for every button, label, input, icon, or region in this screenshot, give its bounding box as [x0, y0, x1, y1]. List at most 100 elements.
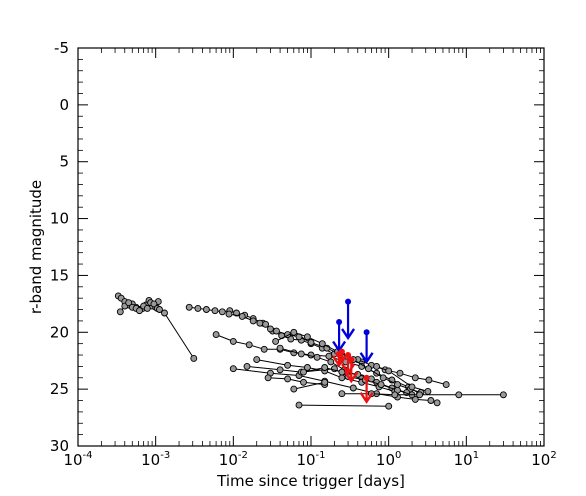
data-point: [325, 352, 333, 360]
light-curve-line: [376, 365, 429, 392]
data-point: [318, 340, 326, 348]
data-point: [253, 356, 261, 364]
upper-limit-arrow: [359, 329, 374, 365]
upper-limit-point: [363, 374, 370, 381]
upper-limit-arrow: [359, 374, 374, 404]
minor-ticks: [78, 48, 544, 446]
data-point: [321, 364, 329, 371]
data-point: [211, 307, 219, 315]
data-point: [411, 395, 419, 403]
data-point: [365, 365, 372, 373]
light-curve: [373, 362, 432, 395]
plot-background: [78, 48, 544, 446]
data-point: [276, 344, 284, 352]
data-point: [136, 307, 143, 315]
y-tick-labels: -5 0 5 10 15 20 25 30: [50, 39, 69, 455]
data-point: [411, 374, 419, 382]
data-point: [233, 309, 240, 317]
light-curve-line: [293, 381, 325, 390]
data-point: [300, 368, 307, 376]
data-point: [327, 358, 335, 366]
light-curve: [300, 364, 375, 383]
data-point: [303, 333, 311, 341]
light-curve-line: [298, 404, 389, 407]
data-point: [290, 328, 298, 336]
data-point: [194, 304, 202, 312]
data-point: [243, 362, 251, 370]
upper-limit-point: [348, 356, 355, 363]
data-point: [396, 369, 404, 377]
y-tick-label: 0: [59, 96, 69, 114]
data-point: [321, 378, 329, 386]
light-curve-line: [164, 312, 195, 359]
x-tick-label: 10-3: [141, 450, 170, 469]
data-point: [225, 310, 233, 318]
data-point: [273, 327, 280, 335]
data-point: [391, 391, 399, 399]
data-point: [266, 325, 274, 333]
y-tick-label: 30: [50, 437, 69, 455]
y-tick-label: 5: [59, 153, 69, 171]
data-point: [297, 350, 305, 358]
data-point: [284, 361, 292, 369]
series-layer: [114, 292, 507, 410]
upper-limit-head: [359, 391, 374, 404]
y-tick-label: 25: [50, 380, 69, 398]
data-point: [338, 374, 346, 382]
data-point: [425, 376, 433, 384]
x-tick-labels: 10-4 10-3 10-2 10-1 100 101 102: [63, 450, 556, 469]
x-tick-label: 10-2: [219, 450, 248, 469]
data-point: [300, 378, 307, 386]
y-tick-label: 15: [50, 266, 69, 284]
y-axis-label: r-band magnitude: [27, 180, 45, 314]
data-point: [156, 306, 163, 313]
x-axis-label: Time since trigger [days]: [216, 472, 405, 490]
data-point: [385, 367, 393, 375]
data-point: [377, 381, 385, 389]
data-point: [202, 306, 210, 313]
data-point: [229, 337, 237, 345]
data-point: [116, 308, 124, 316]
data-point: [272, 337, 280, 345]
data-point: [264, 374, 272, 382]
data-point: [442, 381, 450, 389]
upper-limit-point: [363, 329, 370, 336]
data-point: [249, 317, 257, 325]
data-point: [290, 385, 298, 393]
data-point: [408, 383, 416, 391]
upper-limit-point: [336, 319, 343, 326]
x-tick-label: 10-1: [296, 450, 325, 469]
data-point: [143, 304, 151, 312]
data-point: [349, 384, 357, 392]
upper-limit-head: [334, 352, 349, 365]
data-point: [218, 308, 226, 316]
data-point: [424, 387, 432, 395]
data-point: [190, 354, 198, 362]
upper-limit-arrow: [332, 319, 347, 353]
data-point: [256, 319, 264, 327]
upper-limit-head: [359, 352, 374, 365]
upper-limit-head: [344, 371, 359, 384]
data-point: [433, 399, 441, 407]
x-tick-label: 10-4: [63, 450, 92, 469]
y-tick-label: 20: [50, 323, 69, 341]
light-curve-line: [233, 368, 438, 404]
data-point: [394, 381, 401, 389]
data-point: [416, 391, 424, 399]
data-point: [161, 309, 168, 317]
data-point: [262, 320, 270, 328]
upper-limit-head: [341, 328, 356, 341]
y-tick-label: 10: [50, 210, 69, 228]
data-point: [313, 353, 321, 361]
data-point: [455, 391, 463, 399]
plot-frame: [77, 47, 545, 447]
data-point: [238, 312, 246, 320]
data-point: [260, 345, 268, 353]
x-tick-label: 102: [531, 450, 556, 469]
upper-limit-arrow: [334, 348, 349, 365]
upper-limit-head: [332, 340, 347, 353]
light-curve: [225, 310, 450, 389]
upper-limit-arrow: [341, 298, 356, 341]
upper-limit-point: [338, 348, 345, 355]
